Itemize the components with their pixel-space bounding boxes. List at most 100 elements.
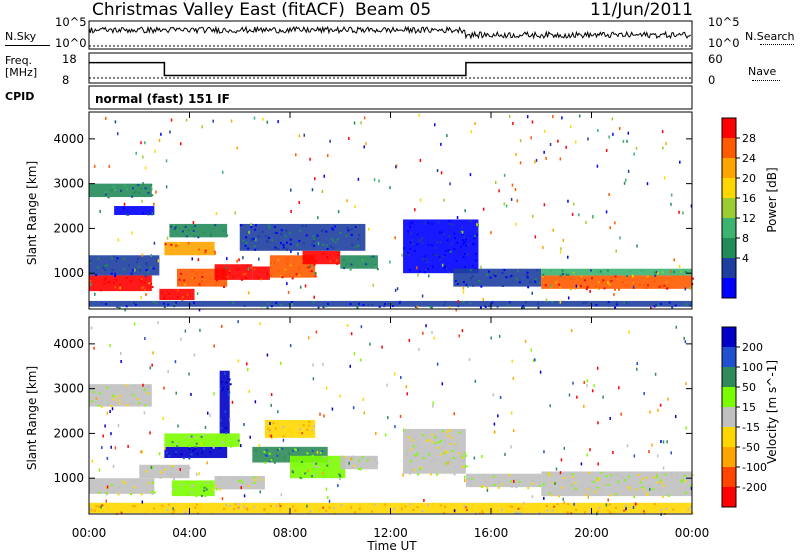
velocity-speckle	[430, 459, 433, 462]
velocity-scatter-point	[626, 444, 629, 448]
velocity-speckle	[406, 453, 409, 456]
noise-traces	[88, 25, 692, 47]
power-scatter-point	[262, 117, 264, 121]
velocity-speckle	[497, 486, 500, 489]
velocity-speckle	[509, 505, 512, 508]
power-speckle	[144, 187, 147, 190]
velocity-speckle	[225, 504, 228, 507]
velocity-speckle	[379, 503, 382, 506]
power-speckle	[473, 237, 476, 240]
power-scatter-point	[273, 261, 275, 265]
power-speckle	[663, 285, 666, 288]
velocity-scatter-point	[453, 509, 456, 513]
velocity-ytick-label: 3000	[53, 382, 84, 396]
power-speckle	[639, 283, 642, 286]
power-speckle	[431, 244, 434, 247]
velocity-scatter-point	[322, 471, 324, 475]
power-scatter-point	[464, 209, 466, 213]
velocity-speckle	[194, 506, 197, 509]
power-speckle	[116, 257, 119, 260]
velocity-speckle	[515, 486, 518, 489]
power-speckle	[523, 306, 526, 309]
velocity-scatter-point	[649, 410, 651, 414]
power-speckle	[177, 242, 180, 245]
velocity-speckle	[430, 473, 433, 476]
velocity-speckle	[420, 504, 423, 507]
power-scatter-point	[165, 185, 168, 189]
power-speckle	[634, 282, 637, 285]
power-ytick-label: 3000	[53, 177, 84, 191]
velocity-scatter-point	[602, 395, 604, 399]
velocity-speckle	[160, 508, 163, 511]
velocity-speckle	[616, 491, 619, 494]
velocity-speckle	[242, 485, 245, 488]
power-speckle	[419, 238, 422, 241]
power-speckle	[673, 270, 676, 273]
velocity-speckle	[266, 454, 269, 457]
velocity-speckle	[239, 479, 242, 482]
velocity-speckle	[592, 480, 595, 483]
velocity-speckle	[514, 511, 517, 514]
noise-panel-frame	[88, 20, 693, 50]
power-speckle	[335, 259, 338, 262]
velocity-scatter-point	[524, 339, 527, 343]
velocity-speckle	[569, 474, 572, 477]
velocity-speckle	[481, 510, 484, 513]
velocity-speckle	[517, 478, 520, 481]
power-speckle	[242, 273, 245, 276]
velocity-scatter-point	[667, 397, 669, 401]
power-scatter-point	[354, 205, 356, 209]
velocity-scatter-point	[270, 434, 273, 438]
velocity-scatter-point	[625, 507, 627, 511]
velocity-speckle	[451, 450, 454, 453]
velocity-speckle	[300, 460, 303, 463]
velocity-scatter-point	[307, 469, 310, 473]
power-speckle	[120, 189, 123, 192]
power-speckle	[421, 241, 424, 244]
power-scatter-point	[567, 255, 569, 259]
power-speckle	[99, 289, 102, 292]
power-speckle	[607, 301, 610, 304]
velocity-speckle	[246, 508, 249, 511]
power-speckle	[170, 243, 173, 246]
velocity-speckle	[106, 403, 109, 406]
power-speckle	[411, 221, 414, 224]
velocity-speckle	[407, 436, 410, 439]
power-speckle	[181, 295, 184, 298]
power-speckle	[321, 229, 324, 232]
power-speckle	[245, 236, 248, 239]
power-scatter-point	[503, 173, 506, 177]
velocity-speckle	[557, 495, 560, 498]
velocity-speckle	[659, 509, 662, 512]
power-speckle	[175, 301, 178, 304]
velocity-speckle	[91, 400, 94, 403]
power-scatter-point	[561, 116, 563, 120]
velocity-scatter-point	[144, 337, 146, 341]
power-speckle	[113, 281, 116, 284]
velocity-speckle	[236, 506, 239, 509]
power-scatter-point	[436, 169, 439, 173]
power-speckle	[277, 270, 280, 273]
velocity-speckle	[159, 471, 162, 474]
velocity-speckle	[684, 480, 687, 483]
power-speckle	[462, 281, 465, 284]
power-scatter-point	[510, 197, 513, 201]
power-scatter-point	[323, 174, 326, 178]
velocity-scatter-point	[473, 456, 476, 460]
power-speckle	[184, 225, 187, 228]
velocity-speckle	[597, 510, 600, 513]
power-speckle	[551, 301, 554, 304]
power-scatter-point	[571, 212, 574, 216]
velocity-speckle	[229, 504, 232, 507]
power-speckle	[541, 275, 544, 278]
power-scatter-point	[448, 306, 451, 310]
velocity-speckle	[572, 491, 575, 494]
velocity-scatter-point	[576, 395, 578, 399]
power-speckle	[173, 227, 176, 230]
power-region	[169, 223, 228, 238]
velocity-speckle	[171, 511, 174, 514]
velocity-speckle	[367, 457, 370, 460]
velocity-speckle	[299, 476, 302, 479]
velocity-speckle	[123, 482, 126, 485]
power-speckle	[346, 226, 349, 229]
